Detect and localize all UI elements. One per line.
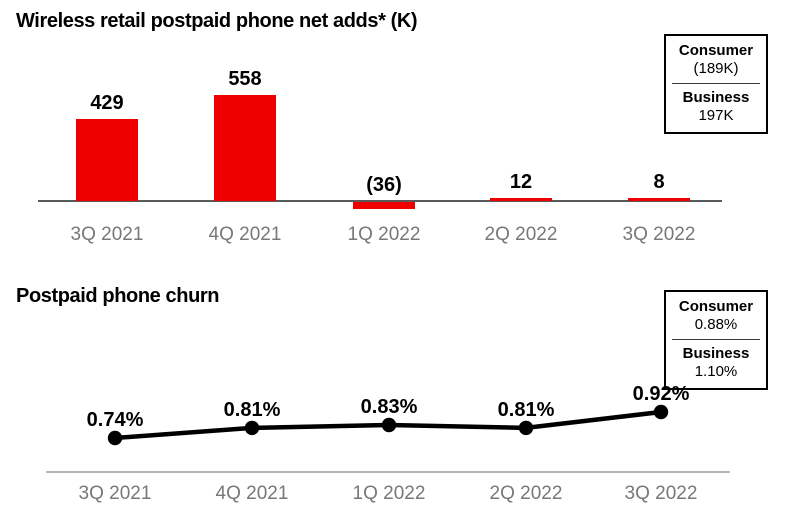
- churn-legend-consumer-value: 0.88%: [694, 316, 738, 333]
- x-axis-label: 3Q 2022: [622, 224, 696, 245]
- x-axis-label: 4Q 2021: [215, 483, 289, 504]
- net-adds-legend-business-label: Business: [682, 89, 750, 106]
- x-axis-line: [38, 200, 722, 202]
- churn-legend-consumer-label: Consumer: [678, 298, 754, 315]
- bar-3q-2021: [76, 119, 138, 201]
- line-value-label: 0.81%: [497, 398, 555, 421]
- bar-value-label: 429: [90, 92, 124, 115]
- x-axis-label: 3Q 2021: [70, 224, 144, 245]
- churn-legend-business-value: 1.10%: [694, 363, 738, 380]
- net-adds-legend-consumer-label: Consumer: [678, 42, 754, 59]
- line-value-label: 0.74%: [86, 409, 144, 431]
- bar-3q-2022: [628, 198, 690, 201]
- net-adds-legend-consumer-value: (189K): [693, 60, 739, 77]
- line-point: [244, 420, 260, 436]
- net-adds-title: Wireless retail postpaid phone net adds*…: [16, 10, 418, 32]
- line-point: [518, 420, 534, 436]
- bar-4q-2021: [214, 94, 276, 201]
- line-value-label: 0.81%: [223, 398, 281, 421]
- legend-divider: [672, 339, 760, 340]
- bar-value-label: 558: [228, 67, 262, 90]
- x-axis-label: 1Q 2022: [352, 483, 426, 504]
- churn-chart: Postpaid phone churn Consumer 0.88% Busi…: [0, 270, 786, 527]
- x-axis-label: 3Q 2021: [78, 483, 152, 504]
- churn-line-svg: [107, 404, 669, 446]
- line-plot-area: 0.74% 3Q 2021 0.81% 4Q 2021 0.83% 1Q 2022 0.81…: [0, 270, 786, 527]
- churn-title: Postpaid phone churn: [16, 285, 220, 307]
- bar-value-label: 12: [509, 171, 533, 193]
- x-axis-label: 1Q 2022: [347, 224, 421, 245]
- net-adds-legend-business-value: 197K: [698, 107, 734, 124]
- line-point: [653, 404, 669, 420]
- x-axis-label: 2Q 2022: [489, 483, 563, 504]
- line-value-label: 0.83%: [360, 396, 418, 418]
- line-point: [107, 430, 123, 446]
- net-adds-chart: Wireless retail postpaid phone net adds*…: [16, 10, 768, 245]
- legend-divider: [672, 83, 760, 84]
- bar-2q-2022: [490, 198, 552, 201]
- x-axis-line: [46, 471, 730, 473]
- net-adds-legend: Consumer (189K) Business 197K: [664, 34, 768, 134]
- bar-value-label: 8: [653, 171, 665, 193]
- bar-1q-2022: [353, 202, 415, 209]
- x-axis-label: 4Q 2021: [208, 224, 282, 245]
- bar-value-label: (36): [366, 174, 402, 196]
- x-axis-label: 2Q 2022: [484, 224, 558, 245]
- churn-legend: Consumer 0.88% Business 1.10%: [664, 290, 768, 390]
- line-point: [381, 417, 397, 433]
- x-axis-label: 3Q 2022: [624, 483, 698, 504]
- bar-plot-area: 429 3Q 2021 558 4Q 2021 (36) 1Q 2022 12 2Q 2022…: [38, 67, 722, 245]
- line-value-label: 0.92%: [632, 383, 690, 405]
- churn-legend-business-label: Business: [682, 345, 750, 362]
